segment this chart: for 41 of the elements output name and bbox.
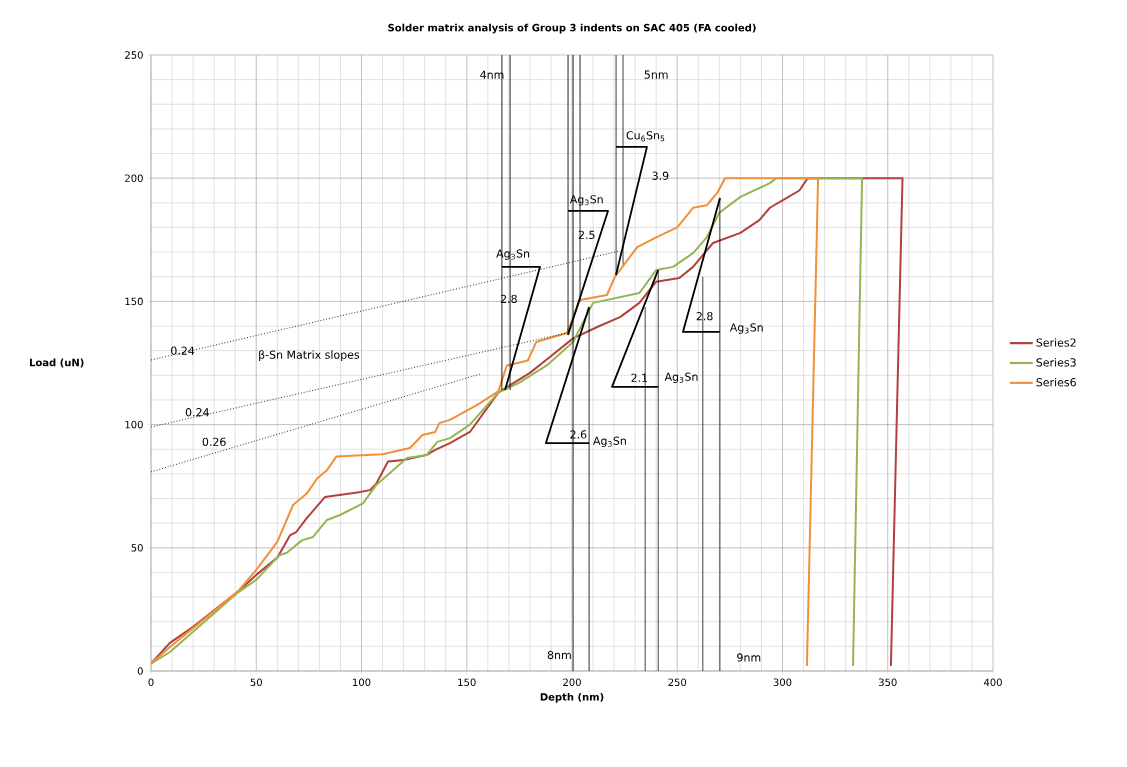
- annotation: 9nm: [737, 653, 761, 662]
- y-tick-label: 250: [125, 51, 143, 59]
- annotation: 4nm: [480, 70, 504, 79]
- annotation: Ag$_{3}$Sn: [593, 436, 626, 448]
- annotation: Ag$_{3}$Sn: [729, 323, 763, 334]
- annotation: 0.26: [202, 437, 226, 446]
- annotation: Ag$_{3}$Sn: [664, 372, 698, 383]
- y-tick-label: 200: [125, 174, 143, 182]
- annotation: 2.8: [500, 294, 517, 304]
- annotation: 3.9: [652, 171, 669, 180]
- annotation: 2.8: [696, 312, 713, 321]
- annotation: 2.5: [578, 230, 595, 240]
- annotation: 8nm: [547, 650, 571, 660]
- y-tick-label: 0: [137, 667, 143, 675]
- x-tick-label: 100: [353, 678, 371, 687]
- legend-label: Series2: [1036, 338, 1076, 347]
- y-axis-title: Load (uN): [29, 358, 84, 368]
- y-tick-label: 100: [125, 420, 143, 429]
- annotation: Ag$_{3}$Sn: [569, 195, 603, 206]
- x-tick-label: 150: [458, 678, 476, 687]
- chart-title: Solder matrix analysis of Group 3 indents on SAC 405 (FA cooled): [388, 23, 756, 34]
- y-tick-label: 150: [125, 297, 143, 306]
- annotation: 5nm: [644, 70, 668, 79]
- annotation: Cu$_{6}$Sn$_{5}$: [626, 131, 665, 142]
- annotation: 0.24: [185, 408, 209, 417]
- x-axis-title: Depth (nm): [540, 692, 604, 703]
- annotation: 2.1: [631, 373, 648, 382]
- legend-label: Series3: [1036, 358, 1076, 367]
- x-tick-label: 50: [250, 678, 262, 687]
- x-tick-label: 300: [773, 678, 792, 687]
- annotation: β-Sn Matrix slopes: [259, 350, 360, 361]
- legend-label: Series6: [1036, 377, 1076, 387]
- annotation: 2.6: [570, 430, 587, 439]
- x-tick-label: 200: [563, 678, 581, 687]
- annotation: Ag$_{3}$Sn: [496, 249, 530, 260]
- x-tick-label: 250: [668, 678, 687, 687]
- x-tick-label: 400: [983, 678, 1002, 687]
- annotation: 0.24: [171, 346, 195, 355]
- x-tick-label: 350: [878, 678, 897, 687]
- y-tick-label: 50: [131, 543, 143, 552]
- x-tick-label: 0: [148, 678, 154, 687]
